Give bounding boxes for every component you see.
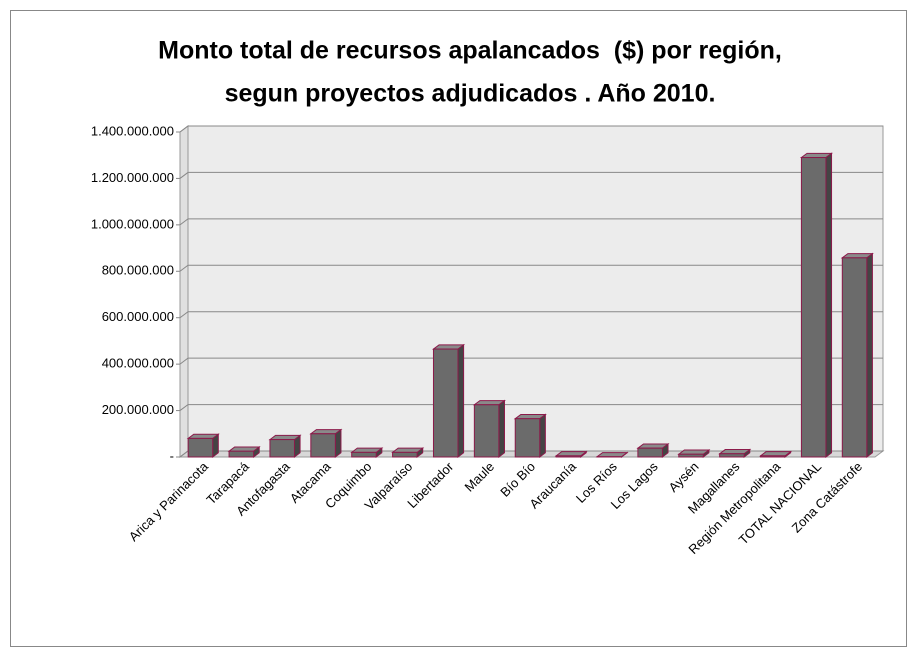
bar-top — [677, 449, 711, 455]
bar-top — [759, 451, 793, 457]
bar-top — [595, 452, 629, 458]
y-tick-label: 1.400.000.000 — [91, 123, 174, 138]
grid-line — [179, 218, 883, 226]
y-tick-label: 800.000.000 — [102, 263, 174, 278]
bar — [841, 257, 868, 458]
grid-line — [179, 125, 883, 133]
bar-top — [840, 253, 874, 259]
y-tick-label: 1.200.000.000 — [91, 170, 174, 185]
bar — [678, 453, 704, 458]
bar-side — [866, 252, 873, 459]
back-wall — [187, 125, 884, 452]
bar-top — [472, 400, 506, 406]
grid-line — [179, 171, 883, 179]
bar-side — [825, 152, 833, 458]
bar-top — [636, 443, 670, 449]
bar-top — [718, 449, 752, 455]
grid-line — [179, 404, 883, 411]
bar-top — [554, 451, 588, 457]
grid-line — [179, 311, 883, 319]
bar-top — [268, 434, 302, 441]
bar-top — [513, 413, 547, 420]
bar — [432, 348, 459, 458]
bar-top — [309, 429, 343, 435]
bar-side — [539, 413, 546, 459]
y-tick-label: - — [170, 448, 174, 463]
bar — [392, 451, 418, 458]
bar — [473, 404, 500, 458]
bar — [514, 418, 541, 458]
grid-line — [179, 357, 883, 365]
bar-top — [350, 447, 384, 453]
y-tick-label: 1.000.000.000 — [91, 216, 174, 231]
y-tick-label: 600.000.000 — [102, 309, 174, 324]
bar-side — [498, 399, 505, 459]
bar — [760, 455, 786, 458]
bar-top — [431, 344, 466, 350]
y-tick-label: 200.000.000 — [102, 402, 174, 417]
bar-top — [186, 433, 220, 439]
bar-top — [227, 446, 261, 452]
bar — [719, 453, 745, 458]
bar-side — [457, 343, 465, 459]
chart-title: Monto total de recursos apalancados ($) … — [158, 37, 782, 65]
bar — [555, 455, 582, 458]
bar-top — [391, 447, 425, 453]
bar — [351, 451, 377, 458]
bar — [228, 450, 255, 458]
bar — [637, 447, 663, 458]
bar — [800, 157, 827, 458]
bar — [310, 433, 336, 458]
bar-top — [799, 152, 834, 159]
bar — [269, 439, 295, 458]
bar — [187, 437, 214, 458]
chart-title: segun proyectos adjudicados . Año 2010. — [225, 80, 716, 108]
grid-line — [179, 264, 883, 272]
y-tick-label: 400.000.000 — [102, 356, 174, 371]
